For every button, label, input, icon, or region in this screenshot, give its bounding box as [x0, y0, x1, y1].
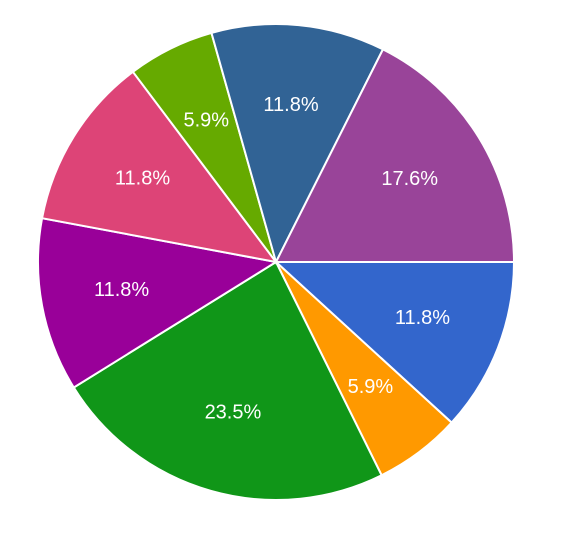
slice-label: 11.8% — [395, 307, 450, 329]
slice-label: 11.8% — [115, 167, 170, 189]
slice-label: 11.8% — [94, 279, 149, 301]
slice-label: 17.6% — [381, 168, 438, 190]
slice-label: 5.9% — [348, 376, 394, 398]
slice-label: 23.5% — [205, 401, 262, 423]
pie-slice — [274, 48, 516, 263]
pie-slice — [273, 261, 516, 425]
pie-slice — [210, 23, 385, 265]
pie-slice — [40, 70, 279, 264]
pie-slice — [72, 260, 383, 501]
slice-label: 11.8% — [263, 94, 318, 116]
pie-slice — [37, 217, 279, 389]
slice-label: 5.9% — [183, 110, 229, 132]
